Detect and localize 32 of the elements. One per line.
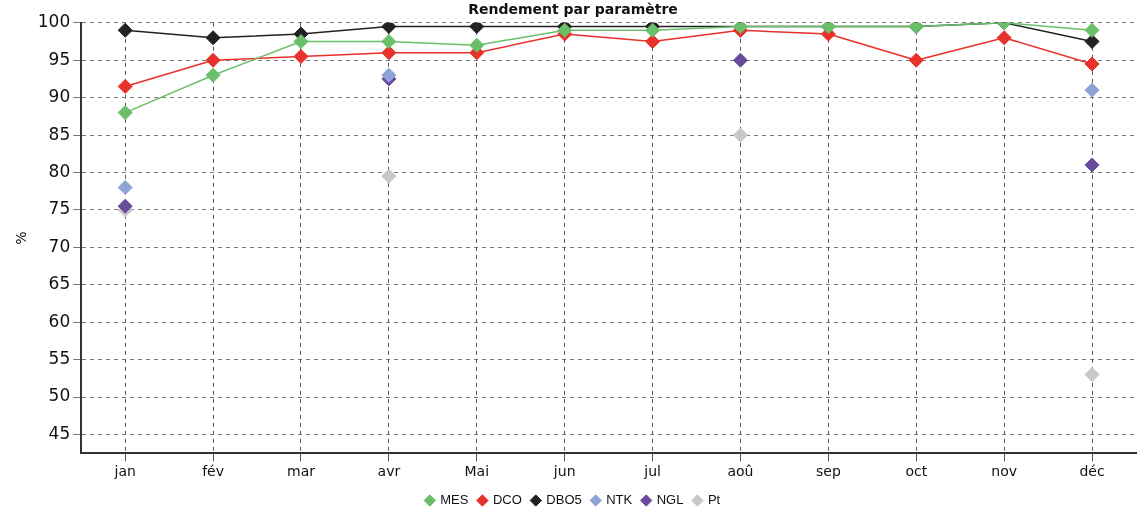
x-tick-label: sep bbox=[815, 463, 841, 480]
y-tick-label: 85 bbox=[48, 123, 71, 144]
x-tick-label: fév bbox=[202, 463, 225, 480]
y-tick-label: 50 bbox=[48, 385, 71, 406]
x-tick-label: déc bbox=[1079, 463, 1105, 480]
y-tick-label: 70 bbox=[48, 235, 71, 256]
legend-label: NTK bbox=[606, 492, 633, 508]
legend-label: DBO5 bbox=[546, 492, 582, 508]
legend-label: MES bbox=[440, 492, 469, 508]
x-tick-label: avr bbox=[377, 463, 401, 480]
x-tick-label: mar bbox=[287, 463, 316, 480]
y-tick-label: 75 bbox=[48, 198, 71, 219]
x-tick-label: jan bbox=[113, 463, 136, 480]
x-tick-label: Mai bbox=[464, 463, 490, 480]
x-tick-label: jun bbox=[552, 463, 576, 480]
y-tick-label: 55 bbox=[48, 348, 71, 369]
y-tick-label: 65 bbox=[48, 273, 71, 294]
y-tick-label: 45 bbox=[48, 422, 71, 443]
y-axis-title: % bbox=[13, 231, 30, 245]
x-tick-label: oct bbox=[905, 463, 928, 480]
legend-label: Pt bbox=[707, 492, 721, 508]
x-tick-label: aoû bbox=[727, 463, 754, 480]
y-tick-label: 100 bbox=[37, 11, 71, 32]
y-tick-label: 95 bbox=[48, 48, 71, 69]
y-tick-label: 60 bbox=[48, 310, 71, 331]
legend-label: NGL bbox=[656, 492, 684, 508]
chart-title: Rendement par paramètre bbox=[468, 1, 678, 18]
x-tick-label: jul bbox=[643, 463, 661, 480]
legend-label: DCO bbox=[492, 492, 522, 508]
x-tick-label: nov bbox=[991, 463, 1018, 480]
y-tick-label: 90 bbox=[48, 86, 71, 107]
y-tick-label: 80 bbox=[48, 160, 71, 181]
